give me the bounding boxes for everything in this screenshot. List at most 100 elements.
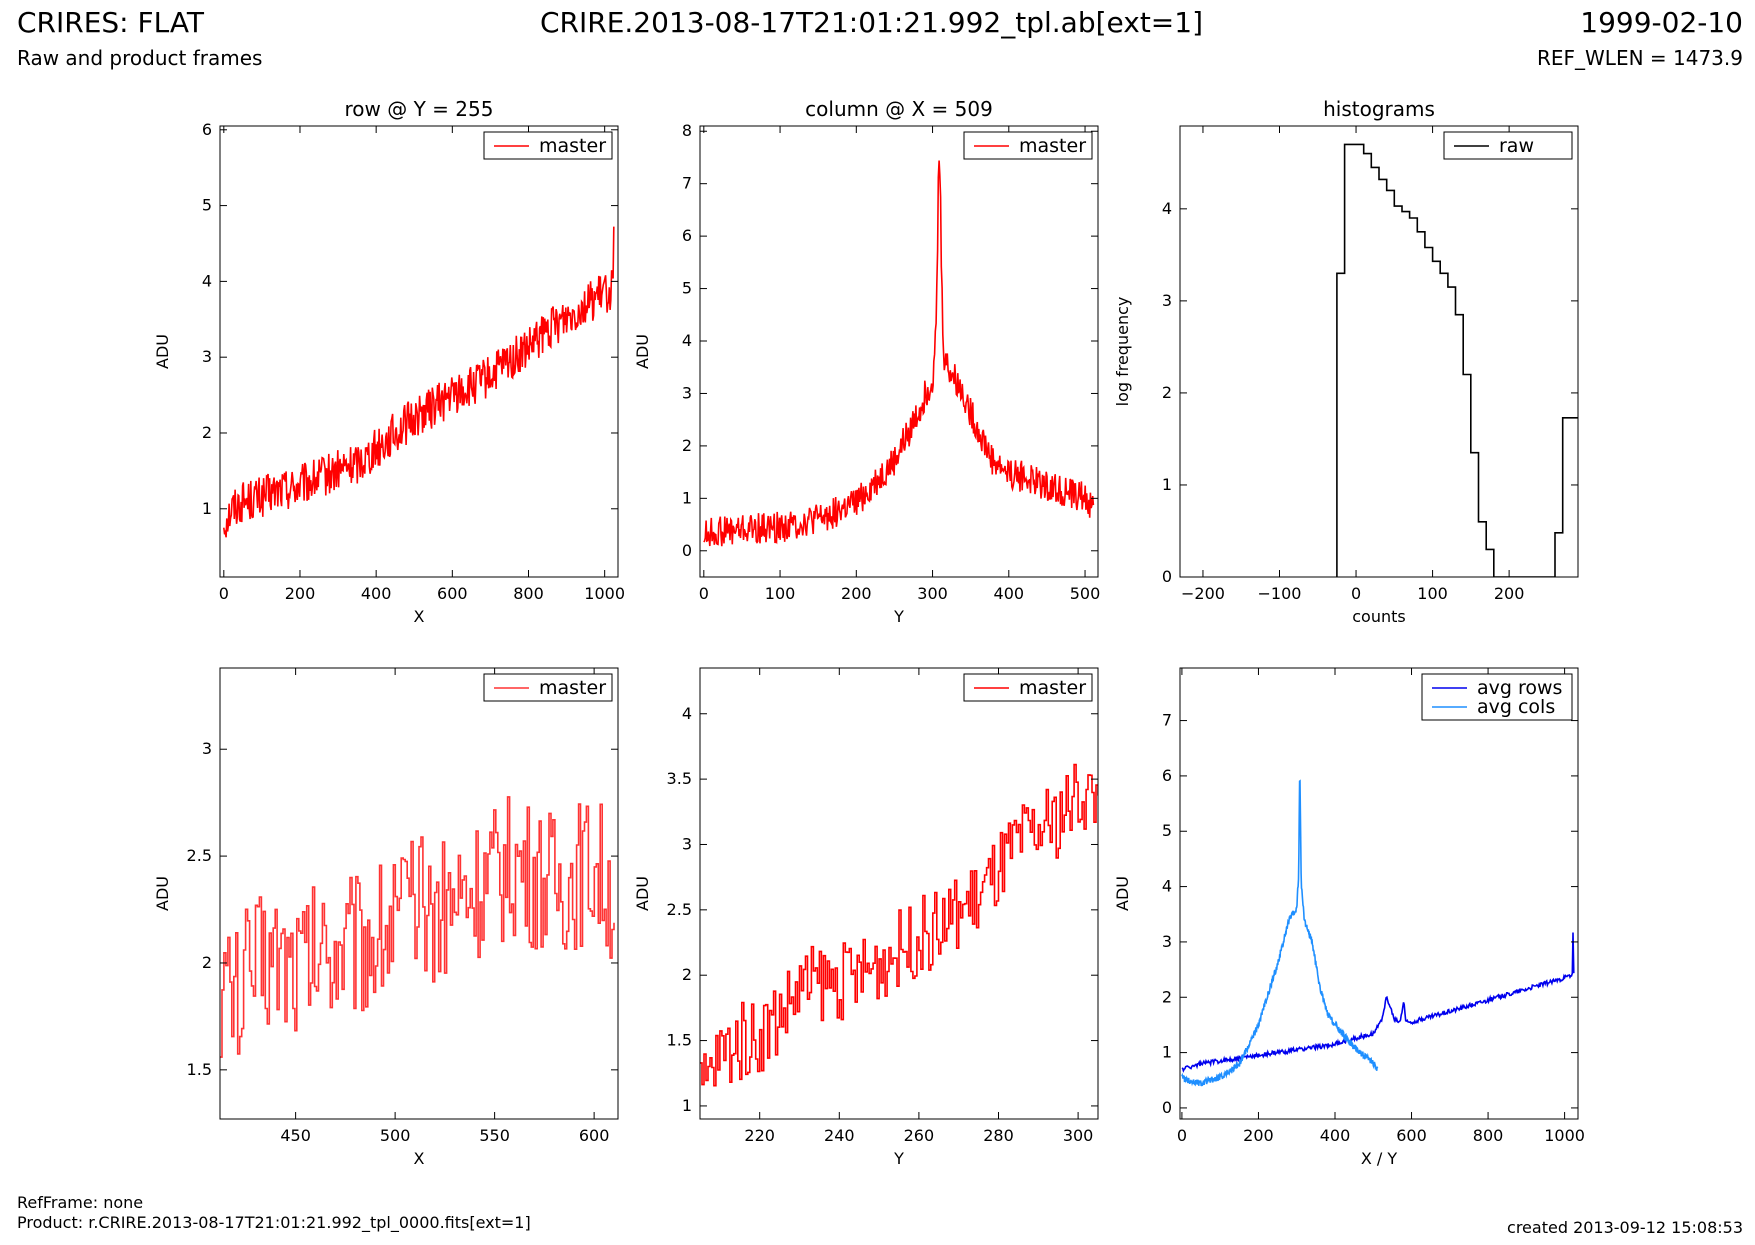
x-axis-label: Y xyxy=(893,1149,904,1168)
x-tick-label: 100 xyxy=(765,584,796,603)
y-tick-label: 1 xyxy=(1162,475,1172,494)
x-tick-label: 1000 xyxy=(1544,1126,1585,1145)
y-tick-label: 1 xyxy=(1162,1043,1172,1062)
y-tick-label: 6 xyxy=(682,226,692,245)
plot-frame xyxy=(219,125,619,578)
legend-label: avg cols xyxy=(1477,696,1555,718)
x-tick-label: −100 xyxy=(1258,584,1302,603)
x-tick-label: 0 xyxy=(699,584,709,603)
x-tick-label: 500 xyxy=(1070,584,1101,603)
x-tick-label: 100 xyxy=(1417,584,1448,603)
y-tick-label: 4 xyxy=(1162,199,1172,218)
y-axis-label: log frequency xyxy=(1113,297,1132,407)
x-tick-label: 200 xyxy=(1494,584,1525,603)
chart-panel-6: 0 200 400 600 800 1000 0 1 2 3 4 5 6 7 X / Y ADU avg row… xyxy=(1113,667,1585,1168)
x-tick-label: 300 xyxy=(1063,1126,1094,1145)
series-line-avg-cols xyxy=(1181,779,1379,1087)
page-title: CRIRES: FLAT xyxy=(17,6,204,39)
plot-frame xyxy=(699,667,1099,1120)
x-tick-label: 1000 xyxy=(584,584,625,603)
y-tick-label: 6 xyxy=(1162,766,1172,785)
x-axis-label: X xyxy=(414,1149,425,1168)
y-tick-label: 3 xyxy=(682,834,692,853)
plot-frame xyxy=(1179,125,1579,578)
x-tick-label: 400 xyxy=(361,584,392,603)
chart-title: column @ X = 509 xyxy=(805,97,993,121)
y-tick-label: 5 xyxy=(682,279,692,298)
legend-label: master xyxy=(1019,135,1086,157)
y-tick-label: 1.5 xyxy=(667,1031,692,1050)
legend-label: master xyxy=(539,135,606,157)
x-tick-label: 0 xyxy=(1177,1126,1187,1145)
y-tick-label: 1 xyxy=(682,488,692,507)
y-tick-label: 5 xyxy=(202,196,212,215)
y-tick-label: 2.5 xyxy=(187,846,212,865)
created-note: created 2013-09-12 15:08:53 xyxy=(1507,1218,1743,1237)
y-tick-label: 3 xyxy=(682,383,692,402)
chart-panel-5: 220 240 260 280 300 1 1.5 2 2.5 3 3.5 4 Y ADU master xyxy=(633,667,1099,1168)
y-tick-label: 3.5 xyxy=(667,769,692,788)
legend-label: master xyxy=(1019,677,1086,699)
x-tick-label: 280 xyxy=(983,1126,1014,1145)
x-axis-label: X xyxy=(414,607,425,626)
y-tick-label: 2 xyxy=(682,965,692,984)
y-axis-label: ADU xyxy=(633,334,652,369)
series-line-master xyxy=(223,226,615,538)
legend-box xyxy=(1421,673,1573,721)
product-note: Product: r.CRIRE.2013-08-17T21:01:21.992… xyxy=(17,1213,531,1232)
chart-panel-1: 0 200 400 600 800 1000 1 2 3 4 5 6 row @ Y = 255 X ADU… xyxy=(153,97,625,626)
y-tick-label: 4 xyxy=(202,271,212,290)
chart-title: histograms xyxy=(1323,97,1435,121)
y-tick-label: 7 xyxy=(1162,711,1172,730)
y-tick-label: 0 xyxy=(682,541,692,560)
x-tick-label: 200 xyxy=(285,584,316,603)
ref-wlen: REF_WLEN = 1473.9 xyxy=(1536,46,1743,70)
series-line-raw xyxy=(1336,143,1578,577)
series-line-master xyxy=(700,763,1098,1087)
x-tick-label: 300 xyxy=(917,584,948,603)
refframe-note: RefFrame: none xyxy=(17,1193,144,1212)
chart-panel-2: 0 100 200 300 400 500 0 1 2 3 4 5 6 7 8 column @ X = 50… xyxy=(633,97,1100,626)
x-tick-label: 600 xyxy=(437,584,468,603)
legend-label: avg rows xyxy=(1477,677,1562,699)
x-tick-label: 240 xyxy=(824,1126,855,1145)
y-tick-label: 4 xyxy=(682,331,692,350)
y-tick-label: 3 xyxy=(1162,291,1172,310)
plot-frame xyxy=(699,125,1099,578)
y-tick-label: 2 xyxy=(1162,383,1172,402)
chart-title: row @ Y = 255 xyxy=(345,97,494,121)
date-title: 1999-02-10 xyxy=(1580,6,1743,39)
x-axis-label: X / Y xyxy=(1361,1149,1398,1168)
y-tick-label: 2 xyxy=(682,436,692,455)
y-tick-label: 1.5 xyxy=(187,1060,212,1079)
y-axis-label: ADU xyxy=(153,876,172,911)
y-tick-label: 2 xyxy=(1162,987,1172,1006)
chart-panel-4: 450 500 550 600 1.5 2 2.5 3 X ADU master xyxy=(153,667,619,1168)
chart-panel-3: −200 −100 0 100 200 0 1 2 3 4 histograms counts log … xyxy=(1113,97,1579,626)
y-axis-label: ADU xyxy=(633,876,652,911)
series-line-master xyxy=(220,796,615,1058)
legend-label: raw xyxy=(1499,135,1534,157)
y-tick-label: 0 xyxy=(1162,567,1172,586)
y-axis-label: ADU xyxy=(153,334,172,369)
x-tick-label: 500 xyxy=(380,1126,411,1145)
x-tick-label: 600 xyxy=(579,1126,610,1145)
y-tick-label: 3 xyxy=(202,347,212,366)
series-line-avg-rows xyxy=(1181,932,1575,1073)
y-tick-label: 2.5 xyxy=(667,900,692,919)
y-tick-label: 6 xyxy=(202,120,212,139)
y-tick-label: 3 xyxy=(1162,932,1172,951)
y-tick-label: 0 xyxy=(1162,1098,1172,1117)
y-tick-label: 1 xyxy=(682,1096,692,1115)
x-tick-label: 260 xyxy=(904,1126,935,1145)
legend-label: master xyxy=(539,677,606,699)
x-tick-label: 550 xyxy=(479,1126,510,1145)
y-tick-label: 1 xyxy=(202,499,212,518)
x-tick-label: −200 xyxy=(1181,584,1225,603)
y-tick-label: 8 xyxy=(682,121,692,140)
y-tick-label: 3 xyxy=(202,739,212,758)
x-tick-label: 400 xyxy=(994,584,1025,603)
x-tick-label: 200 xyxy=(1243,1126,1274,1145)
y-tick-label: 2 xyxy=(202,953,212,972)
